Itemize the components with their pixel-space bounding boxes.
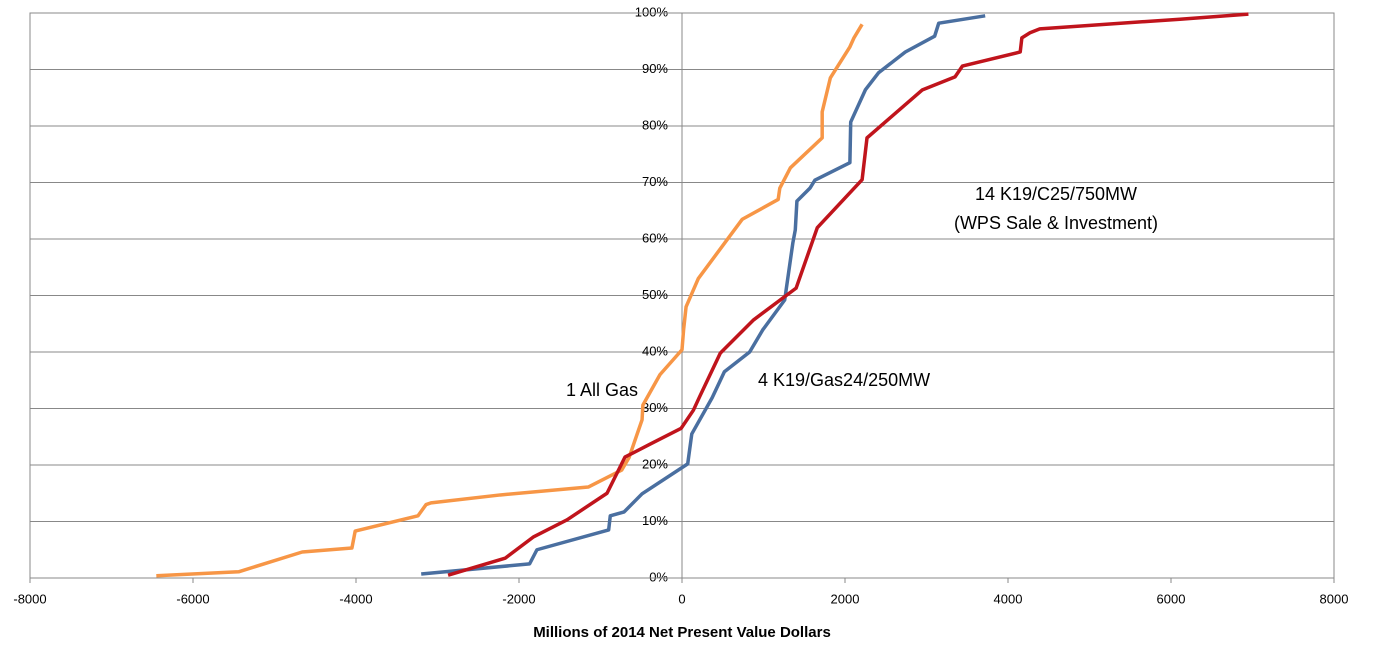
annotation: 14 K19/C25/750MW (975, 184, 1137, 204)
series-line (421, 14, 986, 576)
x-tick-label: 6000 (1157, 591, 1186, 606)
x-tick-label: 2000 (831, 591, 860, 606)
y-tick-label: 50% (642, 287, 668, 302)
x-tick-label: -8000 (13, 591, 46, 606)
y-tick-label: 30% (642, 400, 668, 415)
x-tick-label: -6000 (176, 591, 209, 606)
y-tick-label: 40% (642, 343, 668, 358)
y-tick-label: 90% (642, 61, 668, 76)
x-tick-label: -4000 (339, 591, 372, 606)
series-line (447, 12, 1249, 577)
y-tick-label: 60% (642, 230, 668, 245)
x-tick-label: 0 (678, 591, 685, 606)
y-tick-label: 0% (649, 569, 668, 584)
annotation: (WPS Sale & Investment) (954, 213, 1158, 233)
y-tick-label: 100% (635, 4, 669, 19)
y-tick-label: 20% (642, 456, 668, 471)
series-line (156, 23, 864, 578)
annotation: 1 All Gas (566, 380, 638, 400)
x-tick-label: 8000 (1320, 591, 1349, 606)
y-tick-label: 80% (642, 117, 668, 132)
y-tick-label: 70% (642, 174, 668, 189)
x-tick-label: 4000 (994, 591, 1023, 606)
x-axis-label: Millions of 2014 Net Present Value Dolla… (533, 624, 831, 641)
y-tick-label: 10% (642, 513, 668, 528)
x-tick-label: -2000 (502, 591, 535, 606)
annotation: 4 K19/Gas24/250MW (758, 370, 930, 390)
